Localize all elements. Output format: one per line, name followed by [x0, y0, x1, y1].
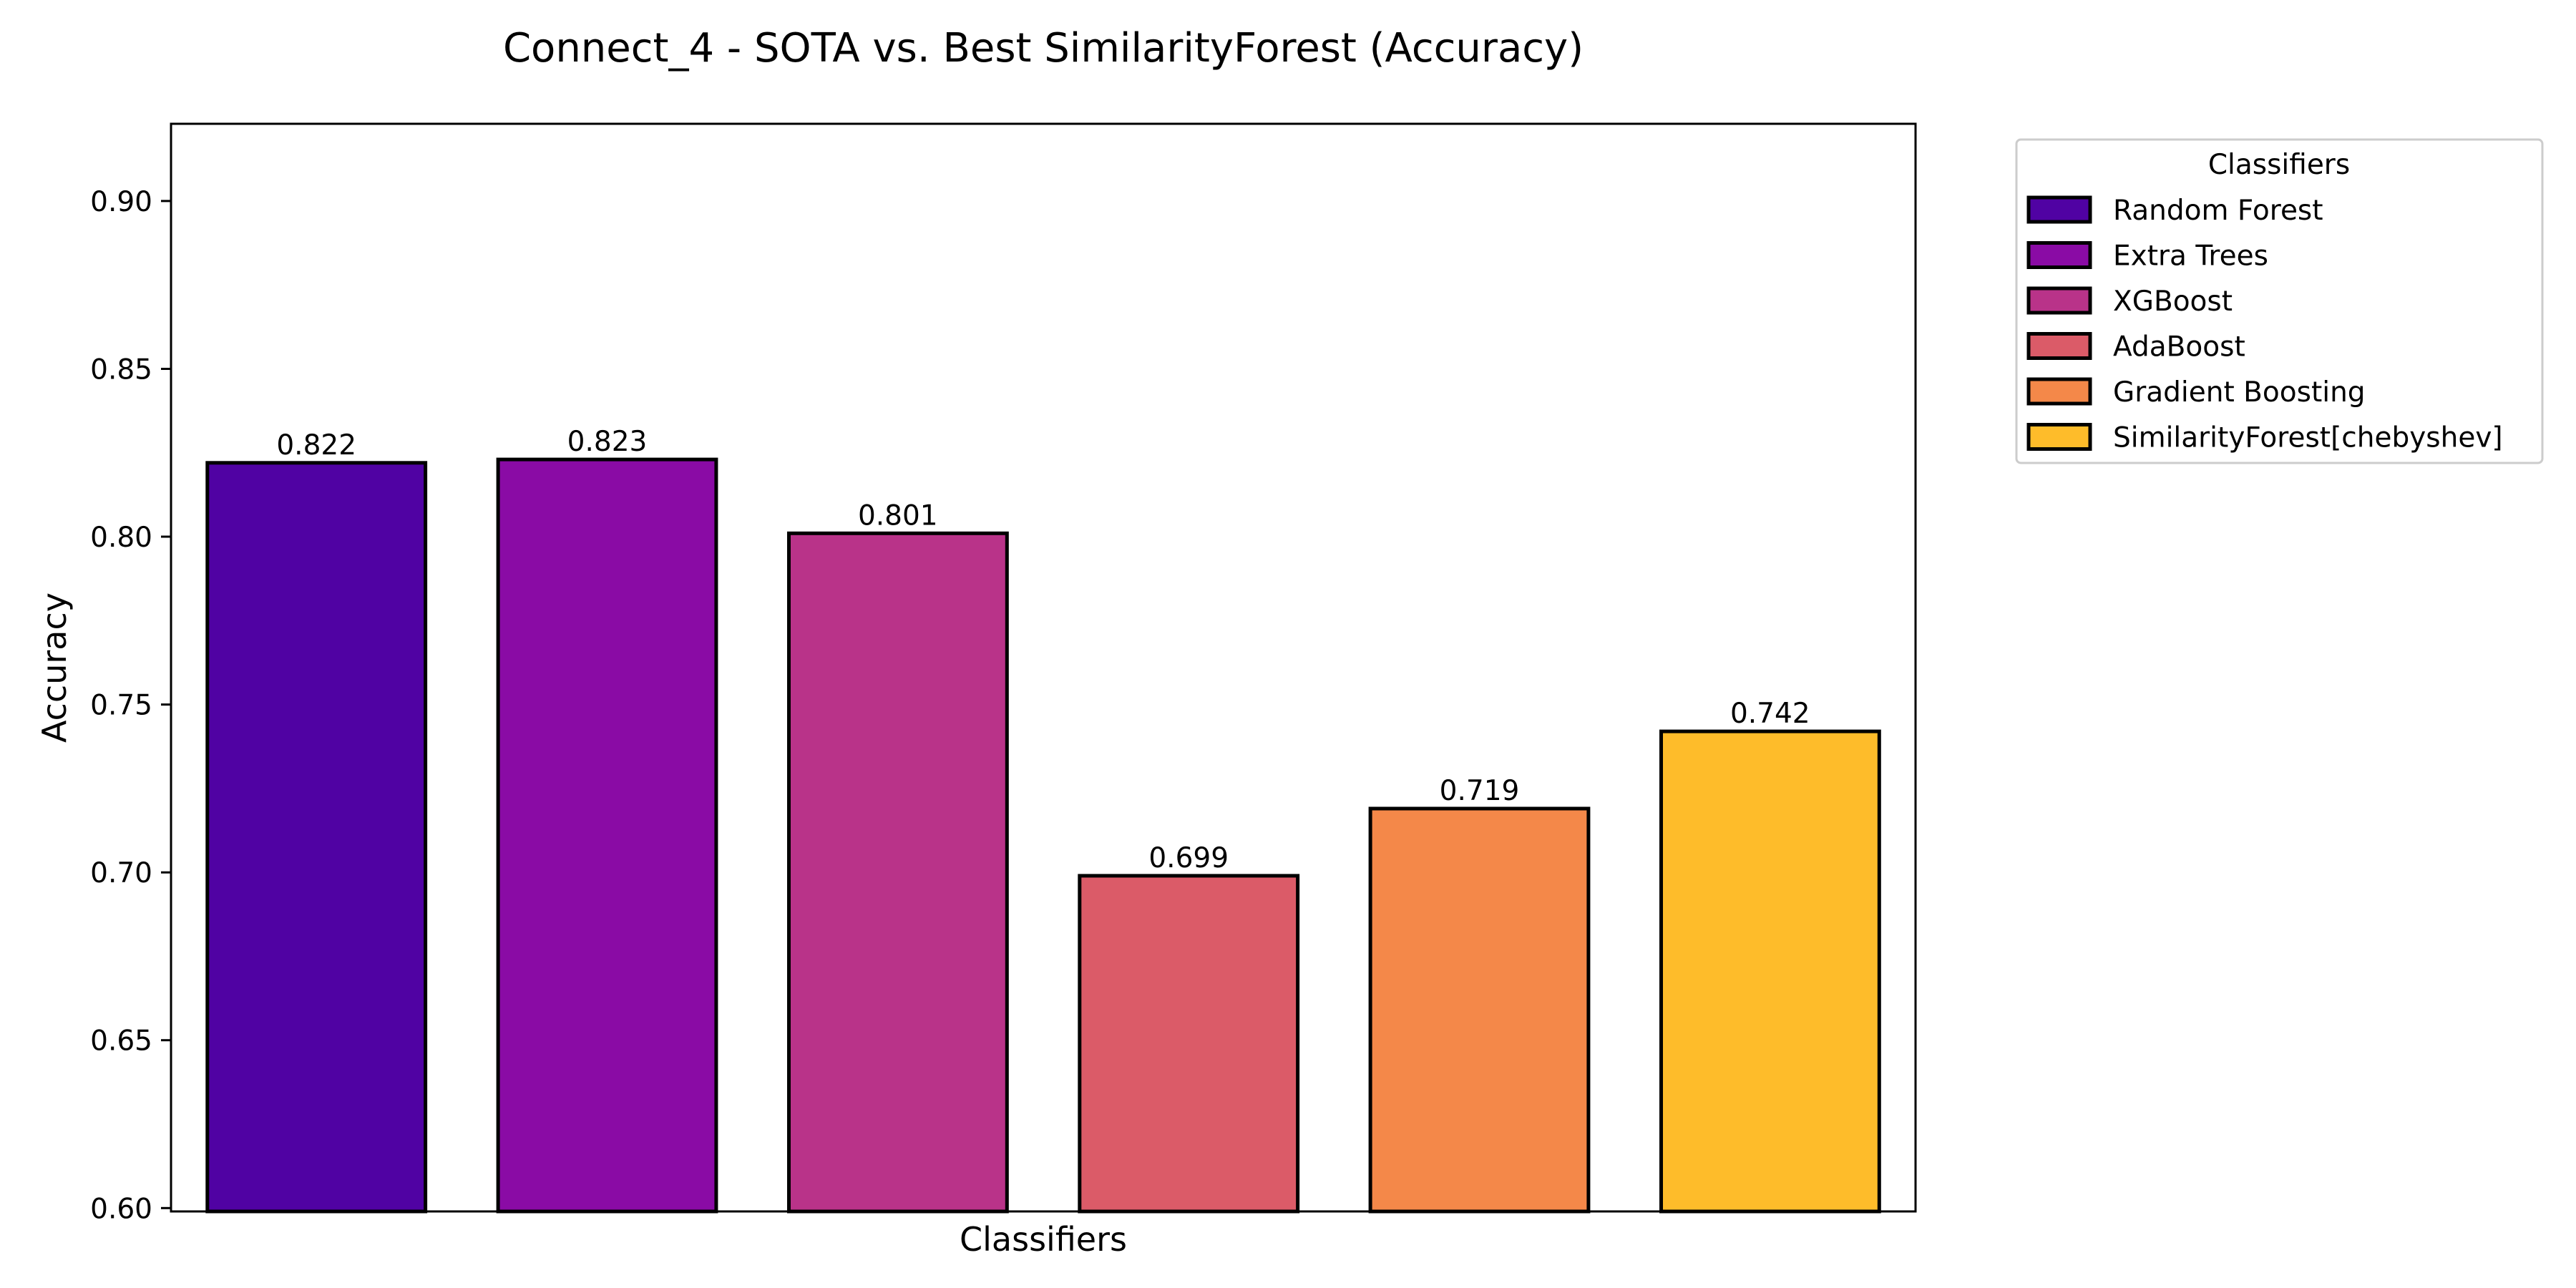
bar [1078, 874, 1300, 1214]
bar [496, 457, 718, 1214]
x-axis-label: Classifiers [960, 1220, 1127, 1259]
bar [1368, 806, 1591, 1214]
y-tick-label: 0.90 [90, 186, 152, 218]
chart-title: Connect_4 - SOTA vs. Best SimilarityFore… [503, 25, 1584, 72]
bars-layer: 0.822 0.823 0.801 0.699 0.719 0.742 [205, 426, 1881, 1214]
legend-title: Classifiers [2208, 149, 2350, 181]
y-tick-label: 0.80 [90, 522, 152, 554]
bar-value-label: 0.699 [1148, 842, 1229, 874]
legend-swatch [2026, 195, 2092, 224]
legend-label: SimilarityForest[chebyshev] [2113, 422, 2503, 454]
plot-area-frame [170, 122, 1917, 1213]
bar-value-label: 0.742 [1730, 698, 1810, 730]
legend-swatch [2026, 377, 2092, 406]
y-tick-label: 0.60 [90, 1193, 152, 1225]
y-tick-label: 0.65 [90, 1025, 152, 1058]
y-axis-label: Accuracy [35, 592, 74, 743]
bar-value-label: 0.719 [1440, 775, 1520, 807]
legend-entries: Random Forest Extra Trees XGBoost AdaBoost G… [2026, 195, 2503, 454]
y-tick-label: 0.70 [90, 857, 152, 889]
y-tick-label: 0.85 [90, 354, 152, 386]
legend-label: Gradient Boosting [2113, 376, 2366, 409]
legend-label: XGBoost [2113, 286, 2233, 318]
legend-swatch [2026, 286, 2092, 315]
legend-label: AdaBoost [2113, 331, 2245, 364]
bar [1659, 729, 1881, 1214]
legend-swatch [2026, 241, 2092, 269]
legend-swatch [2026, 423, 2092, 451]
y-axis: 0.60 0.65 0.70 0.75 0.80 0.85 0.90 [90, 186, 171, 1225]
bar-value-label: 0.801 [858, 499, 938, 532]
bar [205, 461, 428, 1214]
bar [787, 531, 1009, 1214]
legend-label: Random Forest [2113, 195, 2323, 227]
legend: Classifiers Random Forest Extra Trees XGBo… [2015, 138, 2544, 464]
bar-value-label: 0.822 [276, 429, 356, 462]
y-tick-label: 0.75 [90, 690, 152, 722]
legend-swatch [2026, 332, 2092, 360]
legend-frame [2015, 138, 2544, 464]
bar-value-label: 0.823 [567, 426, 648, 458]
legend-label: Extra Trees [2113, 240, 2268, 273]
